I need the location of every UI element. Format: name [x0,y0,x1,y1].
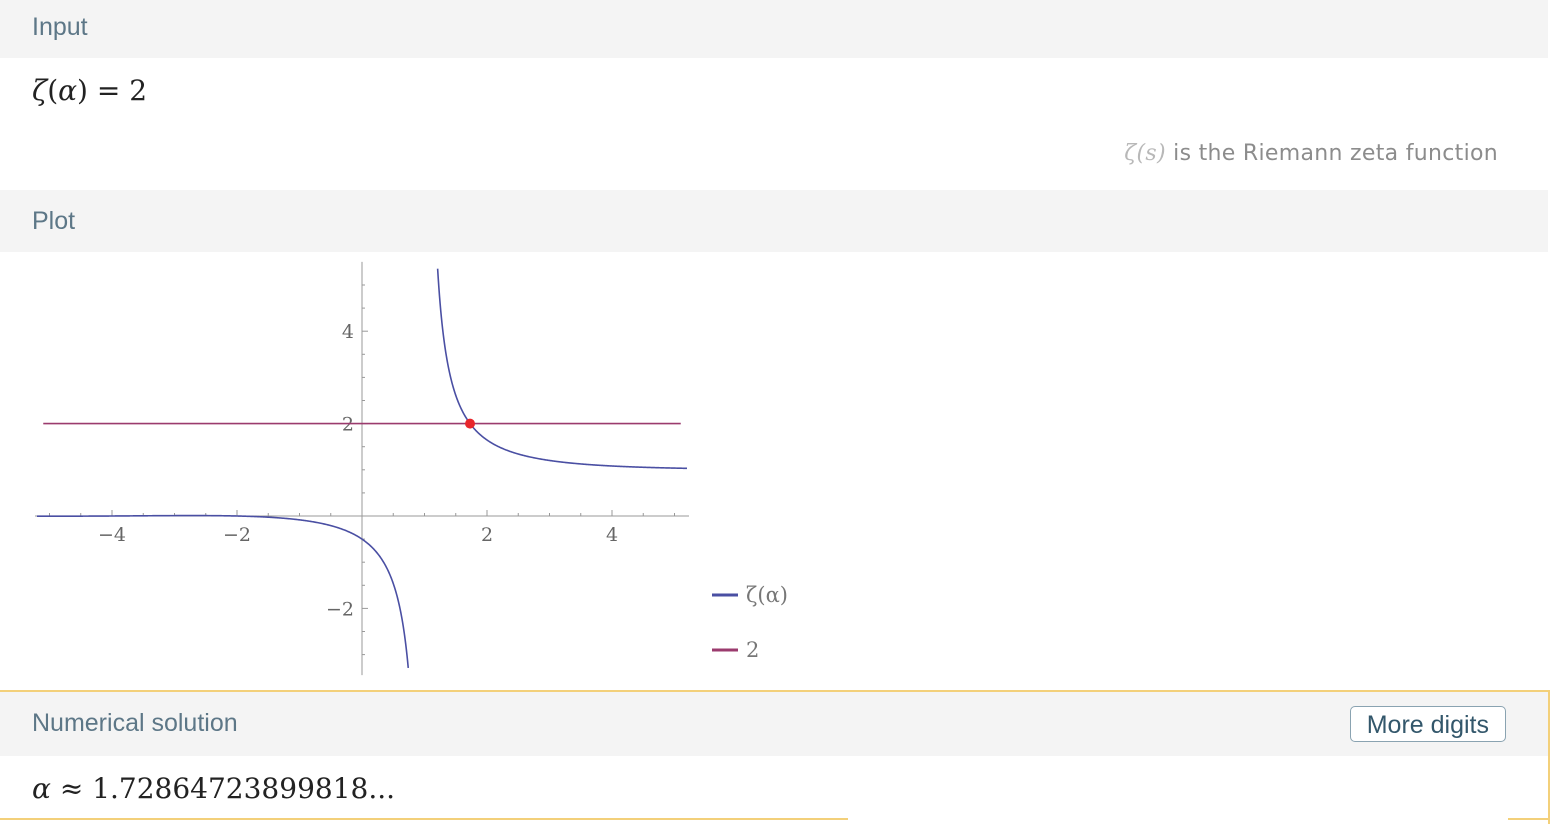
intersection-point [465,418,476,429]
zeta-symbol: ζ [32,74,48,107]
plot-pod-body [0,252,1548,690]
more-digits-button[interactable]: More digits [1349,706,1506,742]
plot-curves [37,268,688,668]
input-pod-title: Input [32,13,88,41]
x-tick-label: −4 [98,524,126,546]
solution-bottom-border-right [1508,818,1550,820]
function-note: ζ(s) is the Riemann zeta function [1124,141,1498,166]
y-tick-label: −2 [326,598,354,620]
y-tick-label: 4 [342,321,354,343]
zeta-curve-right-branch [436,268,688,470]
solution-pod-header: Numerical solution More digits [0,690,1550,756]
function-note-symbol: ζ(s) [1124,141,1166,166]
input-pod-header: Input [0,0,1548,58]
solution-pod-title: Numerical solution [32,709,238,737]
input-pod-body: ζ(α) = 2 ζ(s) is the Riemann zeta functi… [0,58,1548,190]
function-note-text: is the Riemann zeta function [1165,141,1498,166]
plot-pod-header: Plot [0,190,1548,252]
plot-axes: −4 −2 2 4 4 2 −2 [35,261,689,676]
plot-pod-title: Plot [32,207,76,235]
x-tick-label: 4 [606,524,618,546]
input-variable: α [58,74,78,107]
zeta-curve-left-branch [37,514,410,668]
approx-symbol: ≈ [59,772,84,805]
solution-bottom-border [0,818,848,820]
y-tick-label: 2 [342,414,354,436]
solution-value: 1.72864723899818... [92,772,396,805]
x-tick-label: −2 [223,524,251,546]
input-expression: ζ(α) = 2 [32,74,148,107]
solution-pod-body: α ≈ 1.72864723899818... [0,756,1550,824]
x-tick-label: 2 [481,524,493,546]
solution-variable: α [32,772,51,805]
legend-label-zeta: ζ(α) [746,583,788,607]
plot-legend: ζ(α) 2 [712,583,788,662]
solution-expression: α ≈ 1.72864723899818... [32,772,395,805]
plot-chart: −4 −2 2 4 4 2 −2 ζ(α) 2 [35,261,788,676]
input-rhs: 2 [129,74,148,107]
legend-label-constant: 2 [746,638,759,662]
